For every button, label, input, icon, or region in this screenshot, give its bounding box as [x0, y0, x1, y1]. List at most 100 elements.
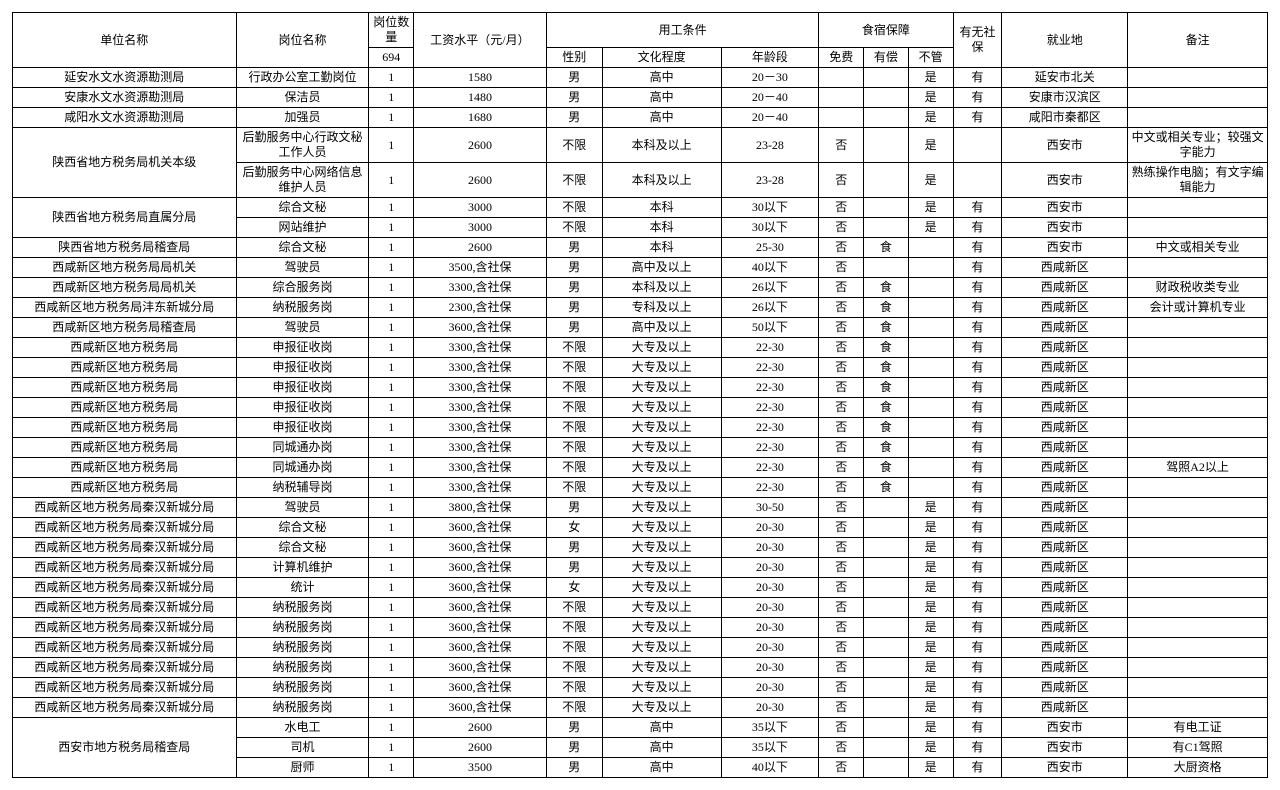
cell-post: 水电工 — [236, 718, 369, 738]
cell-post: 驾驶员 — [236, 498, 369, 518]
cell-paid: 食 — [864, 278, 909, 298]
cell-social: 有 — [953, 618, 1002, 638]
col-age: 年龄段 — [721, 48, 819, 68]
cell-paid: 食 — [864, 358, 909, 378]
cell-social — [953, 163, 1002, 198]
cell-free: 否 — [819, 538, 864, 558]
cell-social: 有 — [953, 758, 1002, 778]
cell-free — [819, 108, 864, 128]
cell-note — [1128, 108, 1268, 128]
table-row: 西咸新区地方税务局沣东新城分局纳税服务岗12300,含社保男专科及以上26以下否… — [13, 298, 1268, 318]
cell-note: 中文或相关专业 — [1128, 238, 1268, 258]
table-row: 西咸新区地方税务局申报征收岗13300,含社保不限大专及以上22-30否食有西咸… — [13, 418, 1268, 438]
cell-gender: 不限 — [546, 658, 602, 678]
col-unit: 单位名称 — [13, 13, 237, 68]
cell-social: 有 — [953, 718, 1002, 738]
cell-qty: 1 — [369, 358, 414, 378]
cell-gender: 男 — [546, 538, 602, 558]
cell-education: 高中 — [602, 68, 721, 88]
cell-qty: 1 — [369, 638, 414, 658]
cell-paid — [864, 518, 909, 538]
cell-note — [1128, 678, 1268, 698]
cell-social: 有 — [953, 558, 1002, 578]
cell-paid: 食 — [864, 338, 909, 358]
cell-none: 是 — [908, 198, 953, 218]
cell-unit: 西咸新区地方税务局秦汉新城分局 — [13, 618, 237, 638]
cell-post: 综合文秘 — [236, 538, 369, 558]
cell-free: 否 — [819, 478, 864, 498]
cell-none: 是 — [908, 218, 953, 238]
cell-free: 否 — [819, 238, 864, 258]
cell-unit: 安康水文水资源勘测局 — [13, 88, 237, 108]
cell-age: 20-30 — [721, 678, 819, 698]
cell-social: 有 — [953, 68, 1002, 88]
cell-age: 22-30 — [721, 358, 819, 378]
cell-post: 驾驶员 — [236, 258, 369, 278]
cell-note — [1128, 418, 1268, 438]
cell-education: 大专及以上 — [602, 458, 721, 478]
cell-post: 同城通办岗 — [236, 438, 369, 458]
cell-note — [1128, 478, 1268, 498]
cell-age: 22-30 — [721, 418, 819, 438]
cell-salary: 3500 — [414, 758, 547, 778]
cell-education: 专科及以上 — [602, 298, 721, 318]
cell-note — [1128, 218, 1268, 238]
cell-none: 是 — [908, 68, 953, 88]
cell-free: 否 — [819, 358, 864, 378]
cell-location: 西咸新区 — [1002, 638, 1128, 658]
table-row: 安康水文水资源勘测局保洁员11480男高中20－40是有安康市汉滨区 — [13, 88, 1268, 108]
cell-none — [908, 438, 953, 458]
cell-note — [1128, 638, 1268, 658]
table-header: 单位名称 岗位名称 岗位数量 工资水平（元/月） 用工条件 食宿保障 有无社保 … — [13, 13, 1268, 68]
cell-note — [1128, 338, 1268, 358]
cell-education: 大专及以上 — [602, 518, 721, 538]
cell-none: 是 — [908, 638, 953, 658]
cell-salary: 2600 — [414, 128, 547, 163]
cell-free — [819, 68, 864, 88]
cell-qty: 1 — [369, 258, 414, 278]
cell-age: 26以下 — [721, 278, 819, 298]
cell-location: 西咸新区 — [1002, 578, 1128, 598]
cell-none: 是 — [908, 618, 953, 638]
cell-social: 有 — [953, 678, 1002, 698]
cell-free: 否 — [819, 458, 864, 478]
table-row: 陕西省地方税务局机关本级后勤服务中心行政文秘工作人员12600不限本科及以上23… — [13, 128, 1268, 163]
cell-age: 30以下 — [721, 198, 819, 218]
cell-post: 保洁员 — [236, 88, 369, 108]
cell-qty: 1 — [369, 678, 414, 698]
cell-gender: 不限 — [546, 698, 602, 718]
cell-education: 高中 — [602, 108, 721, 128]
table-row: 西咸新区地方税务局秦汉新城分局纳税服务岗13600,含社保不限大专及以上20-3… — [13, 638, 1268, 658]
cell-post: 厨师 — [236, 758, 369, 778]
cell-paid: 食 — [864, 458, 909, 478]
cell-post: 加强员 — [236, 108, 369, 128]
cell-salary: 3300,含社保 — [414, 418, 547, 438]
cell-location: 西安市 — [1002, 218, 1128, 238]
cell-salary: 2600 — [414, 238, 547, 258]
cell-age: 22-30 — [721, 458, 819, 478]
cell-paid — [864, 498, 909, 518]
cell-salary: 3300,含社保 — [414, 358, 547, 378]
cell-salary: 3300,含社保 — [414, 278, 547, 298]
cell-salary: 3600,含社保 — [414, 678, 547, 698]
cell-post: 纳税辅导岗 — [236, 478, 369, 498]
cell-qty: 1 — [369, 498, 414, 518]
table-row: 西咸新区地方税务局纳税辅导岗13300,含社保不限大专及以上22-30否食有西咸… — [13, 478, 1268, 498]
cell-free: 否 — [819, 618, 864, 638]
cell-gender: 男 — [546, 278, 602, 298]
table-row: 西咸新区地方税务局秦汉新城分局统计13600,含社保女大专及以上20-30否是有… — [13, 578, 1268, 598]
cell-unit: 西咸新区地方税务局秦汉新城分局 — [13, 698, 237, 718]
cell-location: 西咸新区 — [1002, 518, 1128, 538]
cell-location: 西咸新区 — [1002, 478, 1128, 498]
cell-salary: 3300,含社保 — [414, 338, 547, 358]
cell-qty: 1 — [369, 698, 414, 718]
col-salary: 工资水平（元/月） — [414, 13, 547, 68]
cell-free: 否 — [819, 558, 864, 578]
table-row: 西咸新区地方税务局申报征收岗13300,含社保不限大专及以上22-30否食有西咸… — [13, 358, 1268, 378]
cell-social: 有 — [953, 258, 1002, 278]
cell-location: 西咸新区 — [1002, 318, 1128, 338]
cell-salary: 3300,含社保 — [414, 478, 547, 498]
cell-salary: 3600,含社保 — [414, 618, 547, 638]
cell-qty: 1 — [369, 218, 414, 238]
cell-gender: 不限 — [546, 678, 602, 698]
